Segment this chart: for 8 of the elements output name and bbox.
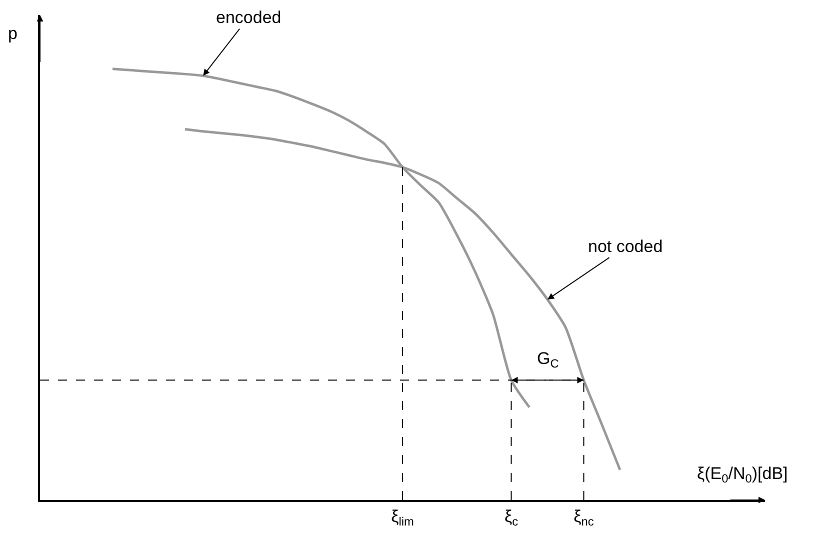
x-axis-title: ξ(E$_{0}$/N$_{0}$)[dB] (697, 464, 788, 486)
annotation: G$_{C}$ (537, 349, 560, 371)
x-tick-label: ξ$_{nc}$ (574, 507, 594, 529)
annotation: not coded (588, 237, 663, 256)
x-tick-label: ξ$_{lim}$ (391, 507, 414, 529)
text: encoded (216, 8, 282, 27)
y-axis-title: p (8, 24, 18, 43)
x-tick-label: ξ$_{c}$ (504, 507, 518, 529)
